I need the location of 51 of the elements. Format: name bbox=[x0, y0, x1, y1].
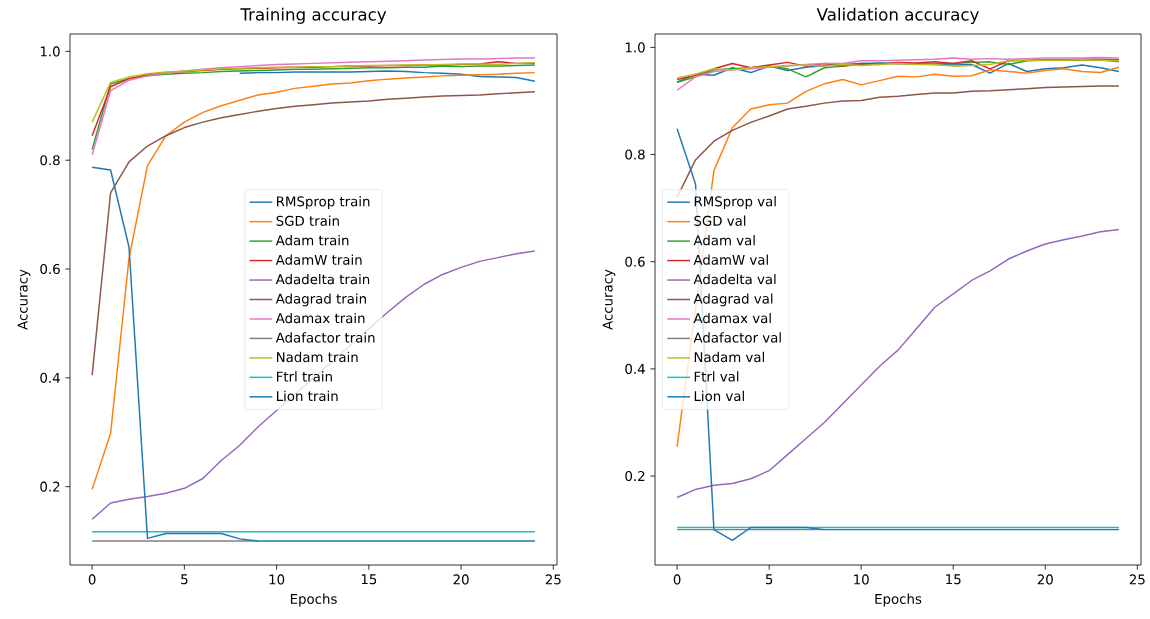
y-tick-label: 0.4 bbox=[40, 372, 60, 383]
x-tick-label: 0 bbox=[88, 574, 96, 585]
y-tick-label: 1.0 bbox=[625, 42, 645, 53]
x-tick-label: 20 bbox=[1037, 574, 1053, 585]
x-tick-label: 10 bbox=[269, 574, 285, 585]
y-axis-title: Accuracy bbox=[602, 269, 616, 330]
x-tick-label: 5 bbox=[181, 574, 188, 585]
legend-label: Lion val bbox=[694, 390, 744, 402]
y-tick-label: 0.8 bbox=[40, 155, 60, 166]
legend-label: Adagrad train bbox=[275, 293, 366, 307]
legend-label: Adafactor train bbox=[275, 332, 375, 343]
legend-label: RMSprop train bbox=[277, 196, 370, 210]
y-tick-label: 0.2 bbox=[40, 481, 60, 492]
legend-label: Adagrad val bbox=[693, 293, 773, 307]
line-series bbox=[676, 228, 1120, 499]
legend-label: SGD train bbox=[276, 215, 339, 226]
x-tick-label: 5 bbox=[765, 574, 773, 585]
y-tick-label: 0.4 bbox=[625, 363, 645, 374]
chart-title: Validation accuracy bbox=[816, 7, 979, 24]
x-axis-title: Epochs bbox=[290, 593, 337, 607]
legend-label: Adadelta train bbox=[275, 273, 370, 285]
legend-label: Adamax train bbox=[275, 312, 365, 324]
legend-label: Nadam train bbox=[277, 351, 358, 363]
y-tick-label: 0.6 bbox=[40, 263, 60, 275]
legend-label: Adadelta val bbox=[693, 273, 776, 285]
x-axis-title: Epochs bbox=[875, 593, 922, 607]
legend-label: AdamW val bbox=[693, 254, 768, 265]
legend-label: Adafactor val bbox=[693, 332, 781, 343]
legend-label: SGD val bbox=[694, 215, 746, 226]
x-tick-label: 10 bbox=[854, 574, 869, 585]
legend-label: Adam train bbox=[275, 235, 349, 246]
x-tick-label: 15 bbox=[946, 574, 961, 585]
legend-label: Ftrl train bbox=[277, 371, 332, 382]
chart-title: Training accuracy bbox=[240, 7, 387, 24]
x-tick-label: 25 bbox=[545, 574, 561, 585]
y-tick-label: 1.0 bbox=[40, 46, 60, 57]
legend-label: Adam val bbox=[693, 235, 755, 246]
legend-label: Ftrl val bbox=[694, 371, 739, 382]
x-tick-label: 20 bbox=[453, 574, 469, 585]
legend-label: Adamax val bbox=[693, 312, 771, 324]
x-tick-label: 15 bbox=[361, 574, 377, 585]
x-tick-label: 25 bbox=[1129, 574, 1145, 585]
legend-label: RMSprop val bbox=[694, 196, 776, 210]
legend-label: AdamW train bbox=[275, 254, 362, 265]
y-tick-label: 0.6 bbox=[625, 256, 645, 267]
legend-label: Lion train bbox=[277, 390, 338, 402]
y-tick-label: 0.8 bbox=[625, 149, 645, 160]
x-tick-label: 0 bbox=[673, 574, 681, 585]
y-tick-label: 0.2 bbox=[625, 470, 645, 482]
legend-label: Nadam val bbox=[694, 351, 764, 363]
y-axis-title: Accuracy bbox=[17, 269, 31, 330]
